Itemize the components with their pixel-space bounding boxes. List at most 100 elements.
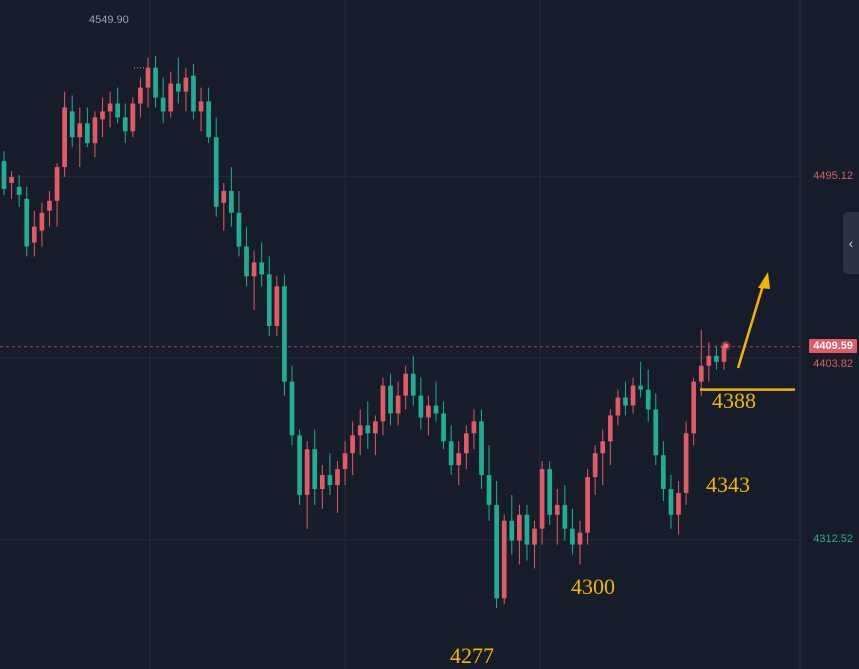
candle-body — [471, 421, 477, 434]
candle-body — [570, 528, 575, 545]
candle-body — [9, 176, 14, 183]
candle-body — [145, 67, 151, 88]
candle-body — [100, 111, 105, 120]
candle-body — [365, 425, 371, 434]
annotation-4300: 4300 — [571, 574, 615, 599]
candle-body — [380, 385, 386, 422]
candle-body — [554, 504, 560, 515]
candle-body — [539, 469, 545, 529]
candle-body — [335, 469, 340, 485]
candle-body — [600, 441, 606, 454]
candle-body — [85, 123, 90, 144]
candle-body — [289, 381, 295, 436]
candle-body — [206, 101, 211, 138]
candle-body — [577, 532, 583, 545]
price-axis-label-4495: 4495.12 — [813, 169, 853, 182]
candle-body — [191, 75, 196, 112]
candle-body — [183, 77, 189, 92]
candle-body — [229, 190, 234, 213]
candle-body — [259, 262, 265, 275]
candle-body — [266, 274, 272, 327]
price-axis-label-4403: 4403.82 — [813, 358, 853, 371]
candle-body — [395, 395, 401, 414]
annotation-4343: 4343 — [706, 472, 750, 497]
candle-body — [509, 520, 515, 541]
candle-body — [168, 83, 174, 112]
candle-body — [31, 226, 37, 243]
candle-body — [418, 395, 424, 418]
candle-body — [69, 111, 75, 138]
candle-body — [706, 355, 712, 366]
candle-body — [426, 405, 431, 418]
candle-body — [297, 435, 302, 495]
candle-body — [24, 198, 30, 247]
candle-body — [39, 212, 45, 231]
candle-body — [615, 397, 621, 416]
candle-body — [319, 475, 325, 489]
candle-body — [236, 212, 242, 247]
candle-body — [691, 381, 697, 434]
candle-body — [47, 200, 52, 211]
candle-body — [92, 117, 98, 144]
candle-body — [645, 389, 651, 410]
candle-body — [661, 455, 666, 489]
candle-body — [479, 421, 484, 476]
candle-body — [524, 514, 530, 545]
candle-body — [282, 286, 287, 382]
candle-body — [630, 385, 636, 406]
candle-body — [714, 355, 719, 362]
candle-body — [585, 477, 590, 533]
candle-body — [62, 107, 67, 168]
candle-body — [668, 488, 674, 515]
chevron-left-icon: ‹ — [848, 235, 854, 251]
candle-body — [683, 433, 689, 493]
candle-body — [410, 373, 416, 396]
candle-body — [221, 190, 227, 203]
candle-body — [54, 167, 60, 201]
candle-body — [107, 103, 113, 112]
price-axis-label-4312: 4312.52 — [813, 532, 853, 545]
candle-body — [122, 117, 128, 132]
candle-body — [607, 415, 613, 442]
candle-body — [357, 425, 363, 436]
candle-body — [274, 286, 280, 327]
candle-body — [562, 504, 568, 529]
candle-body — [16, 186, 22, 195]
candle-body — [486, 475, 492, 505]
candle-body — [153, 67, 158, 98]
annotation-4388: 4388 — [712, 388, 756, 413]
up-arrow-head — [758, 272, 770, 289]
candle-body — [494, 504, 499, 599]
candle-body — [1, 161, 7, 189]
candle-body — [638, 385, 643, 390]
candle-body — [130, 103, 136, 132]
candle-body — [388, 385, 393, 414]
candle-body — [213, 137, 219, 207]
candle-body — [721, 345, 727, 362]
candle-body — [623, 397, 628, 406]
candle-body — [327, 475, 333, 485]
candle-body — [698, 365, 704, 382]
candle-body — [653, 409, 659, 456]
last-price-dot — [723, 343, 729, 349]
candle-body — [463, 433, 469, 454]
candle-body — [501, 520, 507, 599]
candle-body — [676, 492, 681, 515]
candle-body — [198, 101, 204, 112]
candle-body — [244, 246, 249, 277]
side-panel-toggle[interactable]: ‹ — [843, 212, 859, 274]
candle-body — [350, 435, 355, 454]
candle-body — [160, 97, 166, 112]
annotation-4277: 4277 — [450, 643, 494, 668]
candle-body — [547, 469, 553, 515]
candle-body — [592, 453, 598, 478]
candle-body — [175, 83, 181, 92]
candle-body — [342, 453, 348, 470]
candle-body — [532, 528, 537, 545]
candle-body — [115, 103, 121, 118]
candle-body — [373, 421, 378, 434]
candle-body — [251, 262, 257, 277]
candle-body — [138, 87, 143, 104]
candle-body — [448, 441, 454, 466]
